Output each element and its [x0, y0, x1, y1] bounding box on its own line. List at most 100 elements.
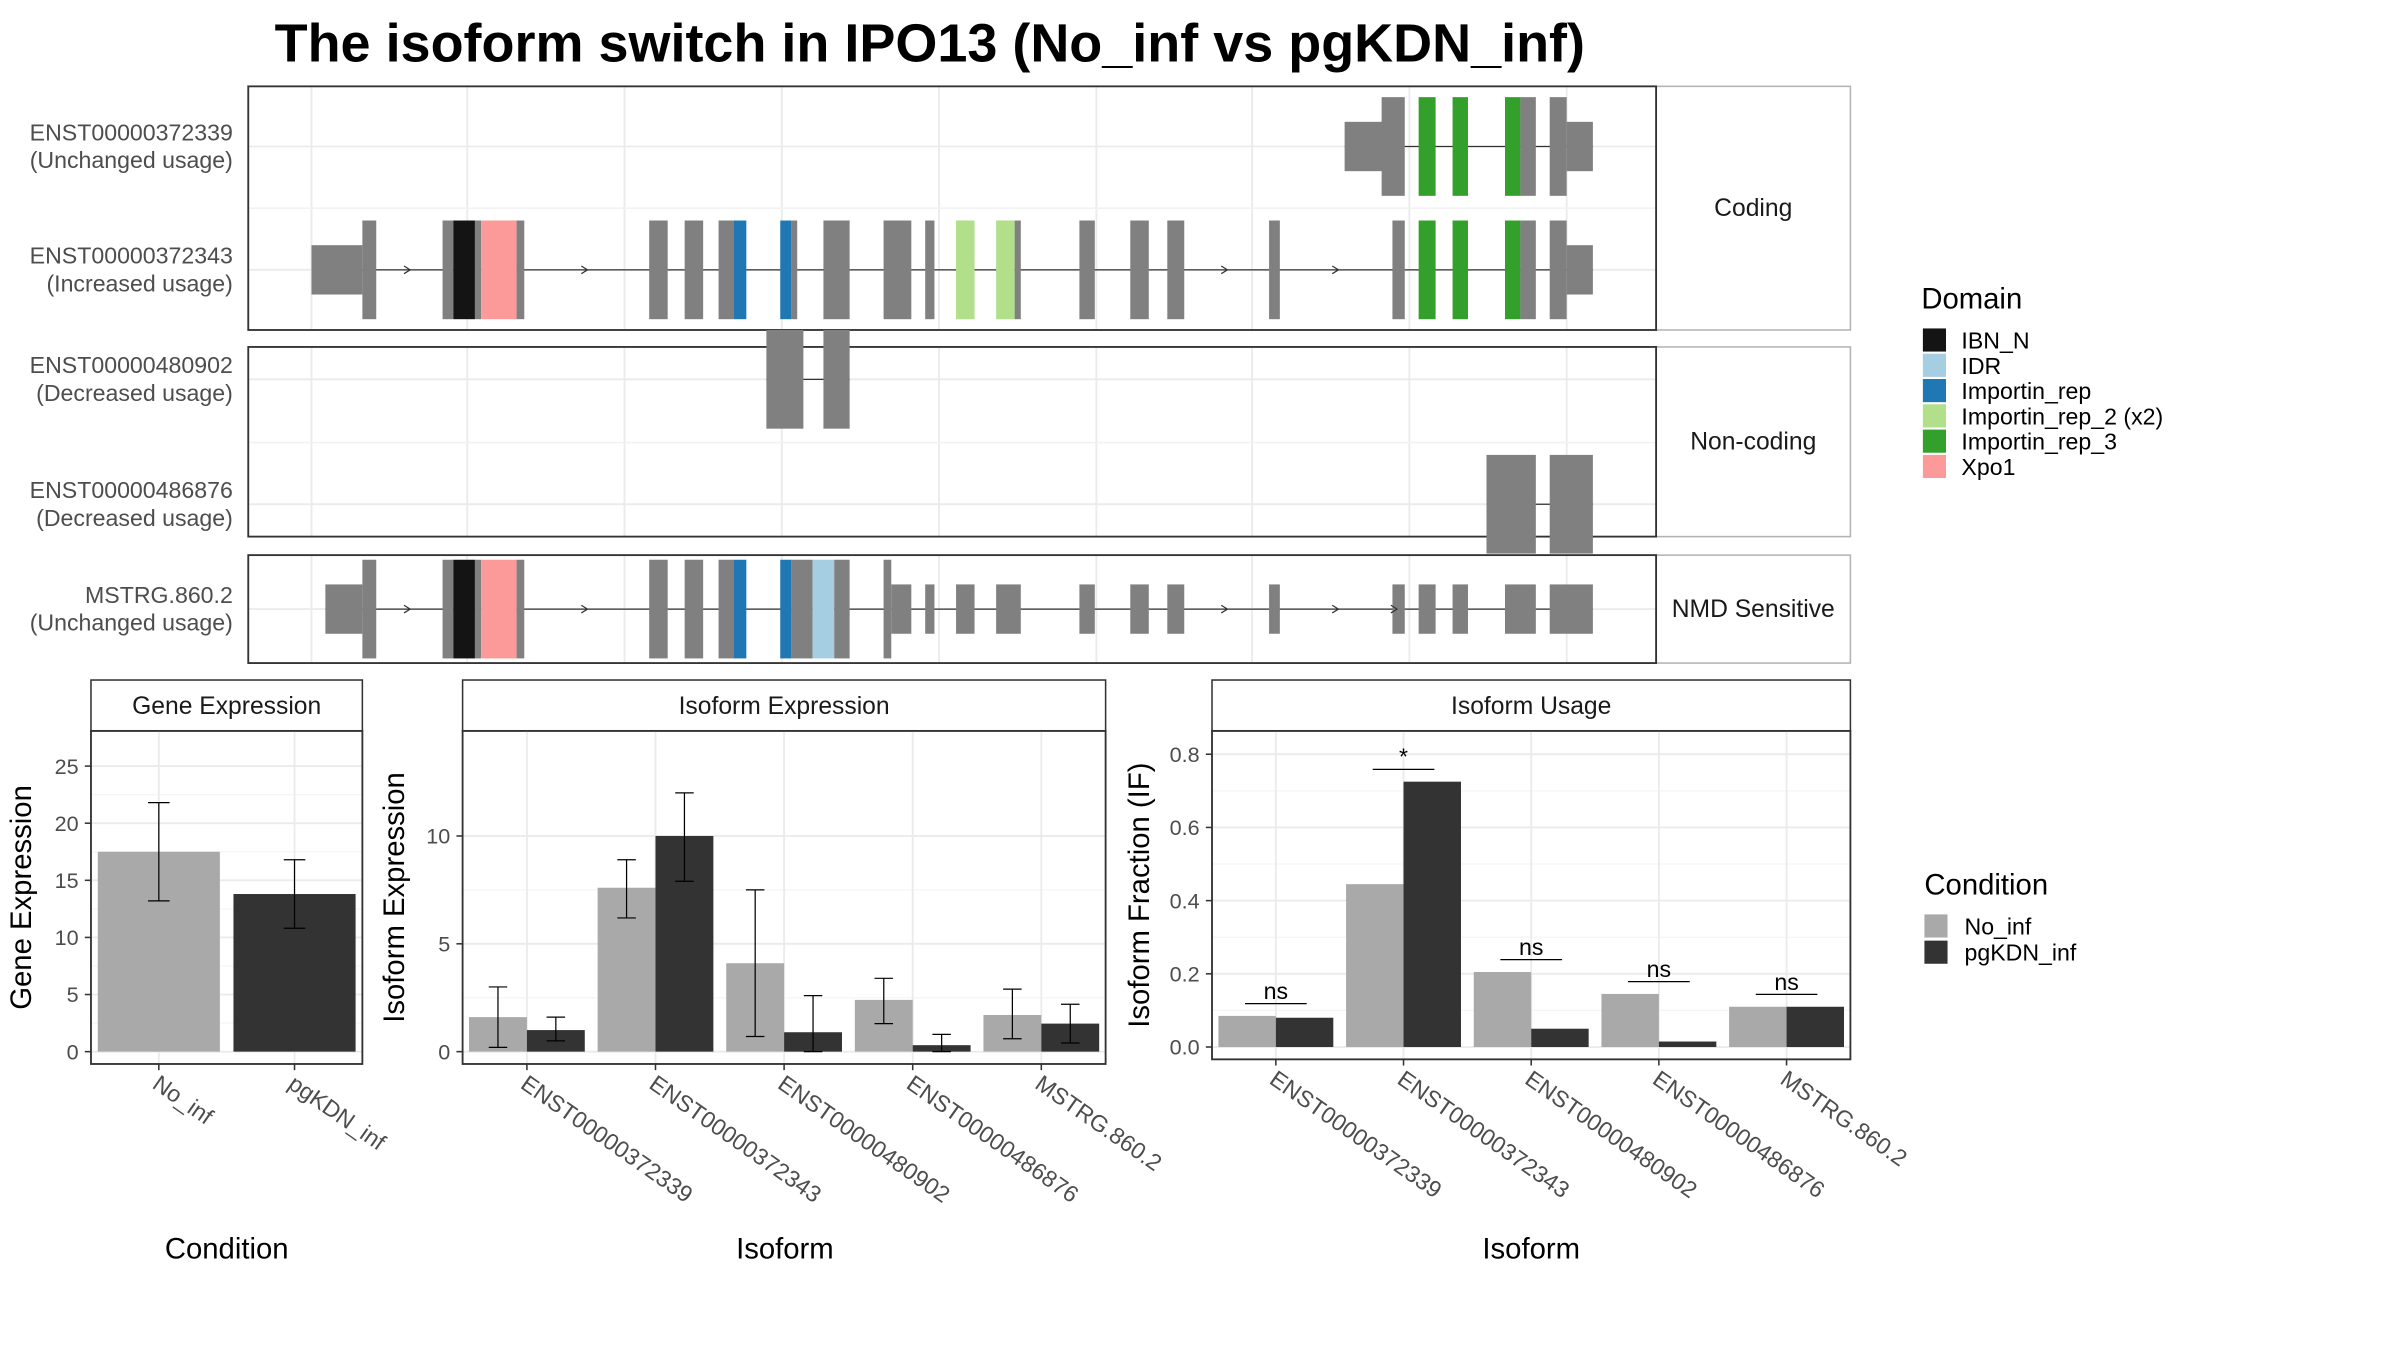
exon-block	[1392, 220, 1405, 320]
bar	[1473, 971, 1532, 1048]
strand-arrow	[1220, 265, 1229, 275]
exon-block	[442, 220, 454, 320]
exon-block	[1486, 454, 1536, 554]
exon-block	[1079, 220, 1095, 320]
exon-block	[1344, 121, 1384, 172]
exon-block	[325, 584, 363, 634]
isoform-usage-label: (Decreased usage)	[36, 505, 233, 531]
isoform-usage-label: (Unchanged usage)	[30, 147, 233, 173]
exon-block	[649, 220, 668, 320]
legend-label: Xpo1	[1961, 454, 2015, 480]
structure-panel-border	[247, 346, 1658, 538]
y-axis-title: Isoform Expression	[378, 772, 411, 1023]
exon-block	[1520, 97, 1536, 196]
exon-block	[1549, 97, 1567, 196]
exon-block	[891, 584, 912, 634]
domain-block	[812, 559, 835, 659]
isoform-id-label: ENST00000372339	[30, 119, 233, 145]
structure-panel-border	[247, 554, 1658, 664]
exon-block	[1079, 584, 1095, 634]
exon-block	[791, 559, 813, 659]
bar-panels: Gene Expression 0 5 10 15 20 25 No_inf pgKDN_inf…	[5, 679, 1912, 1265]
legend-key	[1924, 940, 1948, 964]
legend-label: No_inf	[1965, 913, 2032, 939]
strand-arrow	[403, 265, 412, 275]
exon-block	[1418, 584, 1436, 634]
y-tick-label: 0.6	[1170, 815, 1200, 840]
legend-key	[1922, 404, 1947, 428]
panel-border	[90, 729, 364, 1065]
exon-block	[925, 584, 935, 634]
exon-block	[1566, 245, 1593, 295]
facet-strip	[1655, 554, 1852, 664]
domain-block	[453, 559, 475, 659]
exon-block	[1130, 220, 1149, 320]
domain-block	[956, 220, 975, 320]
legend-label: pgKDN_inf	[1965, 940, 2077, 966]
exon-block	[1167, 584, 1185, 634]
exon-block	[791, 220, 798, 320]
structure-panel-border	[247, 85, 1658, 331]
exon-block	[1452, 584, 1468, 634]
isoform-usage-label: (Increased usage)	[46, 270, 232, 296]
exon-block	[516, 559, 525, 659]
facet-strip	[1655, 85, 1852, 331]
x-tick-label: pgKDN_inf	[284, 1070, 391, 1156]
domain-block	[1452, 97, 1468, 196]
figure-title: The isoform switch in IPO13 (No_inf vs p…	[275, 14, 1585, 74]
exon-block	[956, 584, 975, 634]
exon-block	[684, 220, 704, 320]
exon-block	[1167, 220, 1185, 320]
panel-strip	[461, 679, 1107, 732]
y-tick-label: 0	[67, 1039, 79, 1064]
x-tick-label: MSTRG.860.2	[1031, 1070, 1167, 1176]
exon-block	[823, 220, 850, 320]
exon-block	[823, 329, 850, 429]
domain-block	[996, 220, 1015, 320]
exon-block	[1549, 220, 1567, 320]
y-tick-label: 15	[55, 868, 79, 893]
bar	[1218, 1015, 1276, 1048]
exon-block	[442, 559, 454, 659]
exon-block	[474, 559, 482, 659]
legend-label: Importin_rep_3	[1961, 429, 2117, 455]
significance-label: ns	[1519, 934, 1543, 960]
domain-block	[780, 220, 792, 320]
domain-block	[481, 220, 517, 320]
legend-key	[1922, 379, 1947, 403]
strand-arrow	[581, 604, 589, 614]
x-axis-title: Isoform	[736, 1232, 834, 1265]
isoform-id-label: ENST00000480902	[30, 352, 233, 378]
isoform-id-label: MSTRG.860.2	[85, 582, 233, 608]
y-tick-label: 0.8	[1170, 742, 1200, 767]
facet-strip-label: NMD Sensitive	[1672, 596, 1835, 623]
panel-strip-label: Isoform Usage	[1451, 693, 1611, 720]
y-tick-label: 5	[67, 982, 79, 1007]
bar	[1786, 1006, 1845, 1048]
strand-arrow	[1220, 604, 1229, 614]
legend-key	[1922, 328, 1947, 352]
exon-block	[474, 220, 482, 320]
strand-arrow	[581, 265, 589, 275]
y-axis-title: Isoform Fraction (IF)	[1123, 763, 1156, 1028]
exon-block	[1549, 584, 1593, 634]
panel-strip-label: Gene Expression	[132, 693, 321, 720]
exon-block	[1504, 584, 1536, 634]
exon-block	[883, 559, 892, 659]
y-tick-label: 25	[55, 754, 79, 779]
exon-block	[766, 329, 804, 429]
strand-arrow	[1331, 265, 1340, 275]
domain-block	[1504, 220, 1521, 320]
condition-legend-title: Condition	[1924, 868, 2048, 901]
exon-block	[1381, 97, 1405, 196]
x-axis-title: Isoform	[1482, 1232, 1580, 1265]
legend-label: IDR	[1961, 353, 2001, 379]
legends: Domain IBN_NIDRImportin_repImportin_rep_2…	[1921, 282, 2163, 965]
exon-block	[925, 220, 935, 320]
exon-block	[996, 584, 1021, 634]
exon-block	[1549, 454, 1593, 554]
x-tick-label: No_inf	[148, 1070, 218, 1130]
y-tick-label: 10	[426, 824, 450, 849]
isoform-usage-label: (Decreased usage)	[36, 380, 233, 406]
